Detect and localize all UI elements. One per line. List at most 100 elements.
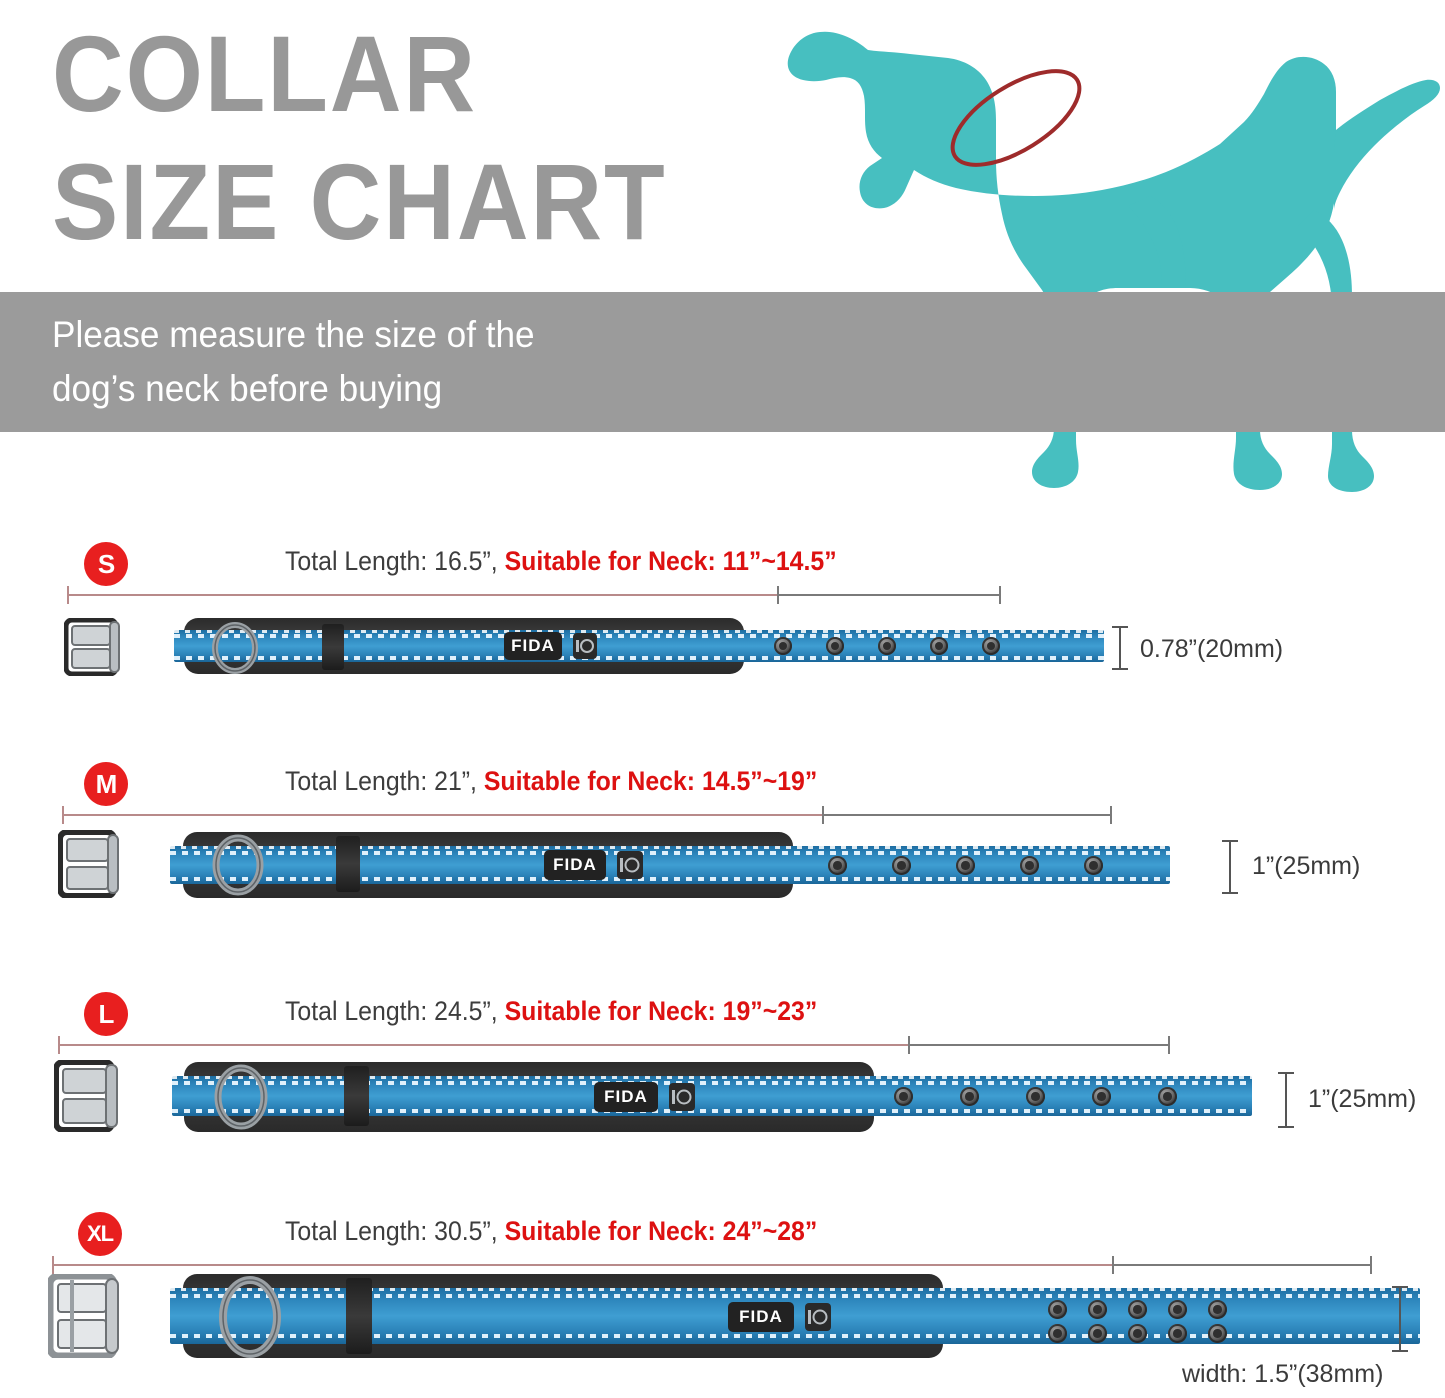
neck-tick-left-s <box>777 586 779 604</box>
grommet <box>1092 1087 1111 1106</box>
grommet <box>828 856 847 875</box>
neck-tick-right-xl <box>1370 1256 1372 1274</box>
total-length-line-xl <box>52 1264 1112 1266</box>
grommet <box>1128 1300 1147 1319</box>
grommet <box>960 1087 979 1106</box>
collar-image-xl: FIDA <box>46 1272 1420 1374</box>
fida-logo-patch-m: FIDA <box>544 850 606 880</box>
grommet <box>878 637 896 655</box>
total-length-line-s <box>67 594 777 596</box>
dog-illustration <box>758 0 1445 520</box>
neck-tick-right-l <box>1168 1036 1170 1054</box>
neck-range-label-s: Suitable for Neck: 11”~14.5” <box>504 546 837 576</box>
fida-logo-patch-xl: FIDA <box>728 1302 794 1332</box>
reflective-stitch-bottom-l <box>172 1109 1252 1113</box>
total-length-tick-left-s <box>67 586 69 604</box>
total-length-label-m: Total Length: 21”, <box>285 766 484 796</box>
size-row-m: M Total Length: 21”, Suitable for Neck: … <box>0 752 1445 952</box>
size-badge-s: S <box>84 542 128 586</box>
collar-image-s: FIDA <box>63 612 1109 684</box>
total-length-line-m <box>62 814 822 816</box>
total-length-label-l: Total Length: 24.5”, <box>285 996 505 1026</box>
grommet <box>894 1087 913 1106</box>
metal-buckle-xl <box>46 1272 134 1360</box>
grommet <box>1208 1300 1227 1319</box>
width-label-xl: width: 1.5”(38mm) <box>1182 1360 1384 1388</box>
neck-range-line-l <box>908 1044 1170 1046</box>
grommet <box>1026 1087 1045 1106</box>
metal-buckle-l <box>53 1059 130 1133</box>
fida-logo-patch-l: FIDA <box>594 1082 658 1112</box>
grommet <box>1158 1087 1177 1106</box>
collar-image-m: FIDA <box>57 828 1170 912</box>
size-badge-xl: XL <box>78 1212 122 1256</box>
row-label-s: Total Length: 16.5”, Suitable for Neck: … <box>285 546 837 577</box>
metal-tag-l <box>668 1082 696 1112</box>
d-ring-l <box>212 1064 270 1130</box>
width-caliper-s <box>1112 626 1128 670</box>
grommet <box>1048 1300 1067 1319</box>
row-label-l: Total Length: 24.5”, Suitable for Neck: … <box>285 996 817 1027</box>
size-row-s: S Total Length: 16.5”, Suitable for Neck… <box>0 530 1445 730</box>
fida-logo-patch-s: FIDA <box>504 632 562 660</box>
total-length-line-l <box>58 1044 908 1046</box>
instruction-text: Please measure the size of the dog’s nec… <box>52 308 535 416</box>
d-ring-s <box>210 622 260 674</box>
metal-tag-s <box>572 632 598 660</box>
width-label-s: 0.78”(20mm) <box>1140 635 1284 663</box>
metal-buckle-m <box>57 829 130 899</box>
instruction-line-1: Please measure the size of the <box>52 314 535 355</box>
grommet <box>1088 1300 1107 1319</box>
keeper-loop-m <box>336 836 360 892</box>
grommet <box>982 637 1000 655</box>
metal-buckle-s <box>63 617 130 677</box>
reflective-stitch-top-m <box>170 851 1170 855</box>
d-ring-xl <box>216 1276 284 1358</box>
grommet <box>892 856 911 875</box>
width-caliper-l <box>1278 1072 1294 1128</box>
grommet <box>826 637 844 655</box>
width-caliper-xl <box>1392 1286 1408 1352</box>
collar-image-l: FIDA <box>53 1058 1252 1146</box>
neck-range-line-s <box>777 594 1001 596</box>
size-row-l: L Total Length: 24.5”, Suitable for Neck… <box>0 982 1445 1192</box>
reflective-stitch-top-s <box>174 634 1104 638</box>
grommet <box>1208 1324 1227 1343</box>
total-length-tick-left-l <box>58 1036 60 1054</box>
keeper-loop-s <box>322 624 344 670</box>
total-length-tick-left-xl <box>52 1256 54 1274</box>
neck-tick-right-m <box>1110 806 1112 824</box>
width-caliper-m <box>1222 840 1238 894</box>
grommet <box>1168 1324 1187 1343</box>
dog-silhouette-icon <box>787 31 1440 492</box>
neck-range-line-m <box>822 814 1112 816</box>
width-label-m: 1”(25mm) <box>1252 852 1361 880</box>
neck-range-label-xl: Suitable for Neck: 24”~28” <box>504 1216 818 1246</box>
grommet <box>930 637 948 655</box>
reflective-stitch-top-xl <box>170 1294 1420 1298</box>
grommet <box>1084 856 1103 875</box>
keeper-loop-l <box>344 1066 369 1126</box>
total-length-tick-left-m <box>62 806 64 824</box>
size-row-xl: XL Total Length: 30.5”, Suitable for Nec… <box>0 1202 1445 1398</box>
page-title: COLLAR SIZE CHART <box>52 10 772 266</box>
neck-tick-left-xl <box>1112 1256 1114 1274</box>
neck-measure-ellipse-icon <box>950 69 1082 167</box>
width-label-l: 1”(25mm) <box>1308 1085 1417 1113</box>
metal-tag-m <box>616 850 644 880</box>
grommet <box>1020 856 1039 875</box>
instruction-banner: Please measure the size of the dog’s nec… <box>0 292 1445 432</box>
neck-range-label-l: Suitable for Neck: 19”~23” <box>504 996 818 1026</box>
reflective-stitch-bottom-m <box>170 877 1170 881</box>
header-zone: COLLAR SIZE CHART <box>0 0 1445 290</box>
neck-tick-right-s <box>999 586 1001 604</box>
neck-range-line-xl <box>1112 1264 1372 1266</box>
total-length-label-xl: Total Length: 30.5”, <box>285 1216 505 1246</box>
title-line-2: SIZE CHART <box>52 141 667 262</box>
neck-tick-left-m <box>822 806 824 824</box>
metal-tag-xl <box>804 1302 832 1332</box>
grommet <box>1088 1324 1107 1343</box>
neck-range-label-m: Suitable for Neck: 14.5”~19” <box>483 766 818 796</box>
grommet <box>956 856 975 875</box>
neck-tick-left-l <box>908 1036 910 1054</box>
